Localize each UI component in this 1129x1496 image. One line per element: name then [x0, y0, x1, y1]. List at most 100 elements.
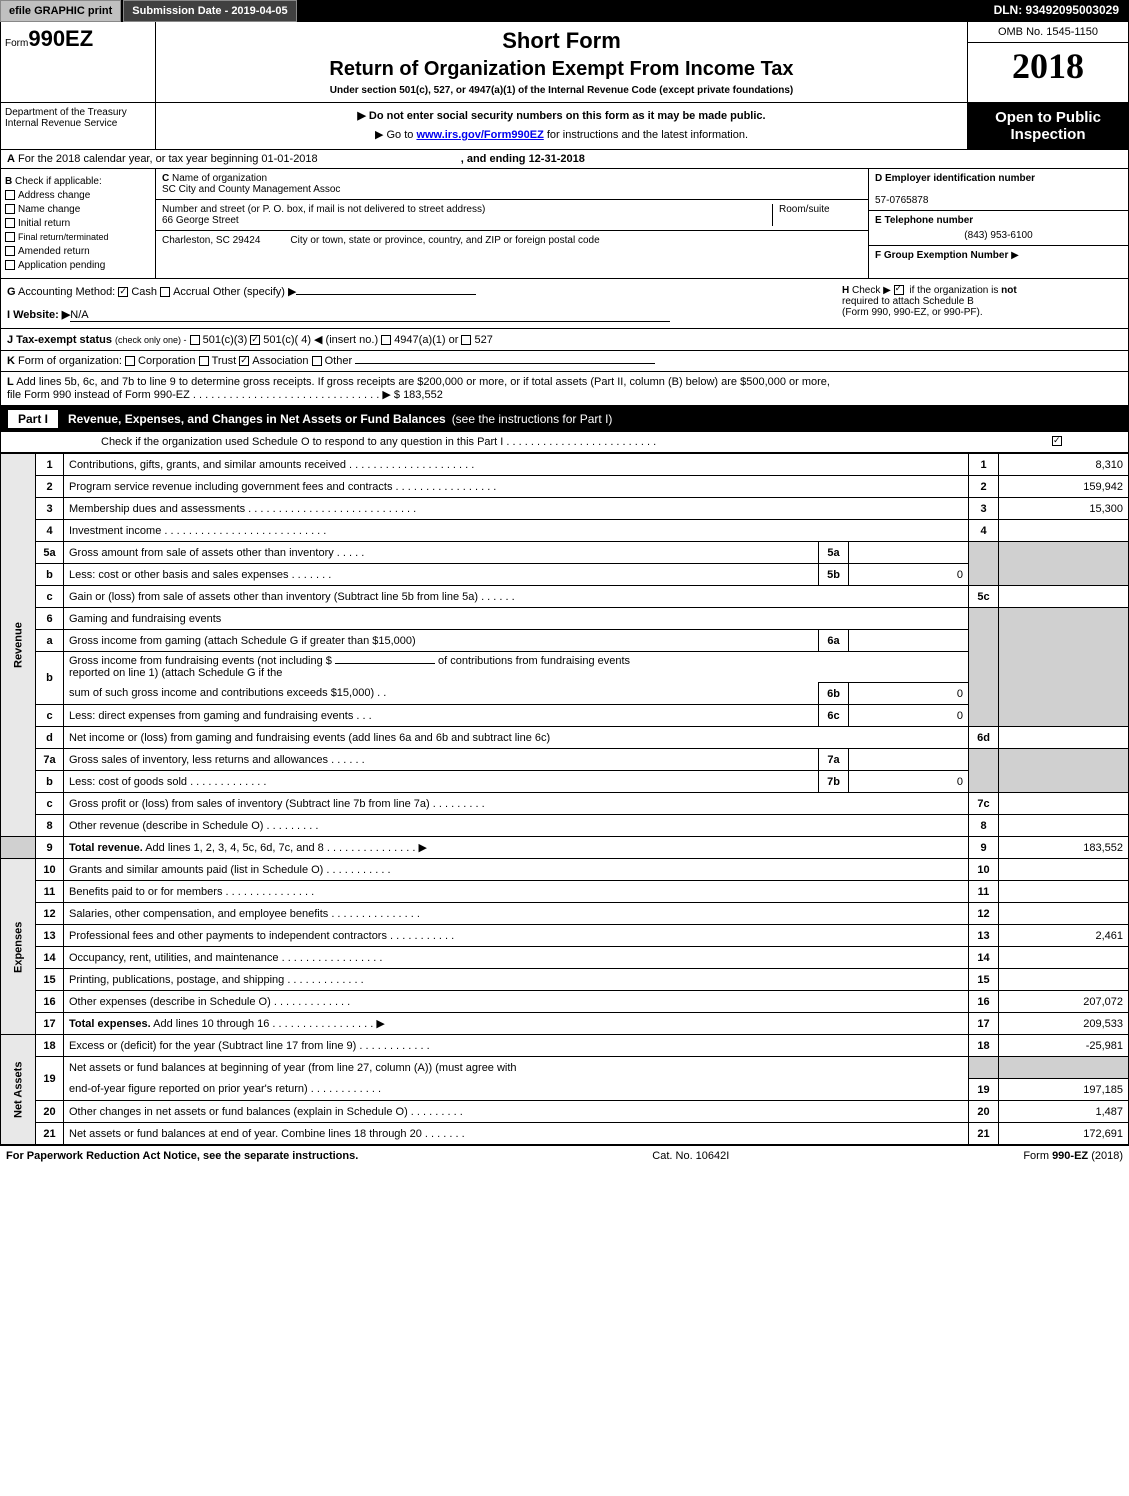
expenses-side-label: Expenses — [1, 859, 36, 1035]
l16-rnum: 16 — [969, 991, 999, 1013]
l6-gray — [969, 608, 999, 727]
part1-check-row: Check if the organization used Schedule … — [0, 432, 1129, 453]
org-name: SC City and County Management Assoc — [162, 184, 340, 195]
revenue-side-label: Revenue — [1, 454, 36, 837]
l7c-val — [999, 793, 1129, 815]
address-change-label: Address change — [18, 190, 90, 201]
room-label: Room/suite — [779, 204, 830, 215]
l6d-num: d — [36, 727, 64, 749]
l19-num: 19 — [36, 1057, 64, 1101]
j-note: (check only one) - — [115, 335, 187, 345]
address-change-checkbox[interactable] — [5, 190, 15, 200]
j-501c3-checkbox[interactable] — [190, 335, 200, 345]
l20-desc: Other changes in net assets or fund bala… — [64, 1101, 969, 1123]
l9-desc: Total revenue. — [69, 842, 143, 854]
line-7a: 7a Gross sales of inventory, less return… — [1, 749, 1129, 771]
form-prefix: Form — [5, 38, 28, 49]
amended-return-checkbox[interactable] — [5, 246, 15, 256]
l16-desc: Other expenses (describe in Schedule O) … — [64, 991, 969, 1013]
j-501c-checkbox[interactable] — [250, 335, 260, 345]
group-exemption-label: F Group Exemption Number — [875, 250, 1008, 261]
info-right: D Employer identification number 57-0765… — [868, 169, 1128, 278]
application-pending-checkbox[interactable] — [5, 260, 15, 270]
l10-num: 10 — [36, 859, 64, 881]
k-corp-checkbox[interactable] — [125, 356, 135, 366]
l6c-num: c — [36, 705, 64, 727]
cash-checkbox[interactable] — [118, 287, 128, 297]
open-public-cell: Open to Public Inspection — [968, 103, 1128, 149]
l7a-num: 7a — [36, 749, 64, 771]
l8-val — [999, 815, 1129, 837]
name-change-checkbox[interactable] — [5, 204, 15, 214]
city-label: City or town, state or province, country… — [290, 235, 599, 246]
accrual-checkbox[interactable] — [160, 287, 170, 297]
l6a-num: a — [36, 630, 64, 652]
l-label: L — [7, 376, 14, 388]
l7c-num: c — [36, 793, 64, 815]
l1-val: 8,310 — [999, 454, 1129, 476]
h-not: not — [1001, 285, 1017, 296]
l6d-desc: Net income or (loss) from gaming and fun… — [64, 727, 969, 749]
l13-val: 2,461 — [999, 925, 1129, 947]
l2-val: 159,942 — [999, 476, 1129, 498]
section-h: H Check ▶ if the organization is not req… — [842, 285, 1122, 322]
line-8: 8 Other revenue (describe in Schedule O)… — [1, 815, 1129, 837]
h-check-text: Check ▶ — [852, 285, 891, 296]
l9-num: 9 — [36, 837, 64, 859]
line-10: Expenses 10 Grants and similar amounts p… — [1, 859, 1129, 881]
k-assoc-checkbox[interactable] — [239, 356, 249, 366]
line-20: 20 Other changes in net assets or fund b… — [1, 1101, 1129, 1123]
row-g-h: G Accounting Method: Cash Accrual Other … — [0, 279, 1129, 329]
k-trust: Trust — [212, 355, 237, 367]
part1-header: Part I Revenue, Expenses, and Changes in… — [0, 406, 1129, 432]
label-b: B — [5, 176, 12, 187]
k-other-checkbox[interactable] — [312, 356, 322, 366]
form-number: 990EZ — [28, 26, 93, 51]
l17-desc: Total expenses. — [69, 1018, 151, 1030]
j-527-checkbox[interactable] — [461, 335, 471, 345]
part1-schedule-o-checkbox[interactable] — [1052, 436, 1062, 446]
l21-val: 172,691 — [999, 1123, 1129, 1145]
section-g: G Accounting Method: Cash Accrual Other … — [7, 285, 842, 322]
j-4947-checkbox[interactable] — [381, 335, 391, 345]
k-trust-checkbox[interactable] — [199, 356, 209, 366]
line-7c: c Gross profit or (loss) from sales of i… — [1, 793, 1129, 815]
footer-row: For Paperwork Reduction Act Notice, see … — [0, 1145, 1129, 1166]
final-return-checkbox[interactable] — [5, 232, 15, 242]
dln-label: DLN: 93492095003029 — [984, 0, 1129, 22]
j-label: J Tax-exempt status — [7, 334, 112, 346]
l1-num: 1 — [36, 454, 64, 476]
accounting-method-label: Accounting Method: — [18, 286, 115, 298]
submission-date-button[interactable]: Submission Date - 2019-04-05 — [123, 0, 296, 22]
l10-rnum: 10 — [969, 859, 999, 881]
omb-number: OMB No. 1545-1150 — [968, 22, 1128, 43]
l5c-rnum: 5c — [969, 586, 999, 608]
l7b-snum: 7b — [819, 771, 849, 793]
label-c: C — [162, 173, 169, 184]
efile-print-button[interactable]: efile GRAPHIC print — [0, 0, 121, 22]
l4-num: 4 — [36, 520, 64, 542]
l5ab-gray — [969, 542, 999, 586]
l6b-blank — [335, 663, 435, 664]
initial-return-checkbox[interactable] — [5, 218, 15, 228]
l6c-sval: 0 — [849, 705, 969, 727]
l1-desc: Contributions, gifts, grants, and simila… — [64, 454, 969, 476]
line-21: 21 Net assets or fund balances at end of… — [1, 1123, 1129, 1145]
l6c-snum: 6c — [819, 705, 849, 727]
l8-desc: Other revenue (describe in Schedule O) .… — [64, 815, 969, 837]
l-dots: . . . . . . . . . . . . . . . . . . . . … — [193, 389, 379, 401]
ending-text: , and ending 12-31-2018 — [461, 153, 585, 165]
line-6b-1: b Gross income from fundraising events (… — [1, 652, 1129, 683]
h-checkbox[interactable] — [894, 285, 904, 295]
k-other: Other — [325, 355, 353, 367]
l15-val — [999, 969, 1129, 991]
l17-desc2: Add lines 10 through 16 . . . . . . . . … — [153, 1018, 385, 1030]
line-2: 2 Program service revenue including gove… — [1, 476, 1129, 498]
label-h: H — [842, 285, 849, 296]
initial-return-label: Initial return — [18, 218, 70, 229]
phone-label: E Telephone number — [875, 215, 973, 226]
goto-row: ▶ Go to www.irs.gov/Form990EZ for instru… — [162, 128, 961, 141]
l14-desc: Occupancy, rent, utilities, and maintena… — [64, 947, 969, 969]
irs-link[interactable]: www.irs.gov/Form990EZ — [416, 129, 543, 141]
l7c-rnum: 7c — [969, 793, 999, 815]
